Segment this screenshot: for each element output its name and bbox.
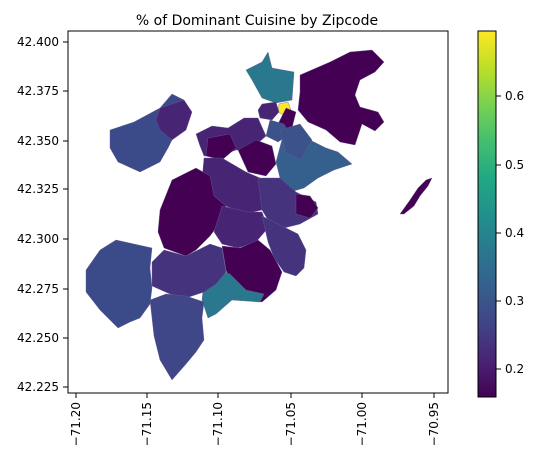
colorbar-tick-label: 0.5 [505,158,524,172]
colorbar-gradient [477,30,497,398]
zipcode-region [279,123,313,161]
y-axis: 42.225 42.250 42.275 42.300 42.325 42.35… [17,35,68,394]
zipcode-region [237,139,277,177]
map-title: % of Dominant Cuisine by Zipcode [136,13,378,29]
zipcode-region [261,215,307,277]
y-tick-label: 42.325 [17,182,59,196]
zipcode-regions [85,49,433,381]
zipcode-region [399,177,433,215]
zipcode-region [297,49,385,146]
colorbar-tick-label: 0.3 [505,294,524,308]
x-tick-label: −71.05 [284,402,298,446]
zipcode-region [157,167,227,257]
zipcode-region [245,51,295,104]
colorbar-tick-label: 0.6 [505,89,524,103]
zipcode-region [155,99,193,141]
zipcode-region [257,101,280,121]
y-tick-label: 42.350 [17,134,59,148]
x-axis: −71.20 −71.15 −71.10 −71.05 −71.00 −70.9… [69,393,441,446]
y-tick-label: 42.400 [17,35,59,49]
x-tick-label: −71.15 [140,402,154,446]
zipcode-region [205,133,237,161]
x-tick-label: −71.10 [211,402,225,446]
colorbar-tick-label: 0.4 [505,226,524,240]
zipcode-region [149,293,205,381]
x-tick-label: −70.95 [427,402,441,446]
axes-frame [67,30,449,394]
x-tick-label: −71.00 [355,402,369,446]
x-tick-label: −71.20 [69,402,83,446]
zipcode-region [151,243,227,299]
zipcode-region [85,239,153,329]
zipcode-region [295,193,319,219]
y-tick-label: 42.275 [17,282,59,296]
colorbar: 0.2 0.3 0.4 0.5 0.6 [477,30,524,398]
y-tick-label: 42.225 [17,380,59,394]
colorbar-tick-label: 0.2 [505,362,524,376]
y-tick-label: 42.375 [17,84,59,98]
y-tick-label: 42.300 [17,232,59,246]
y-tick-label: 42.250 [17,331,59,345]
